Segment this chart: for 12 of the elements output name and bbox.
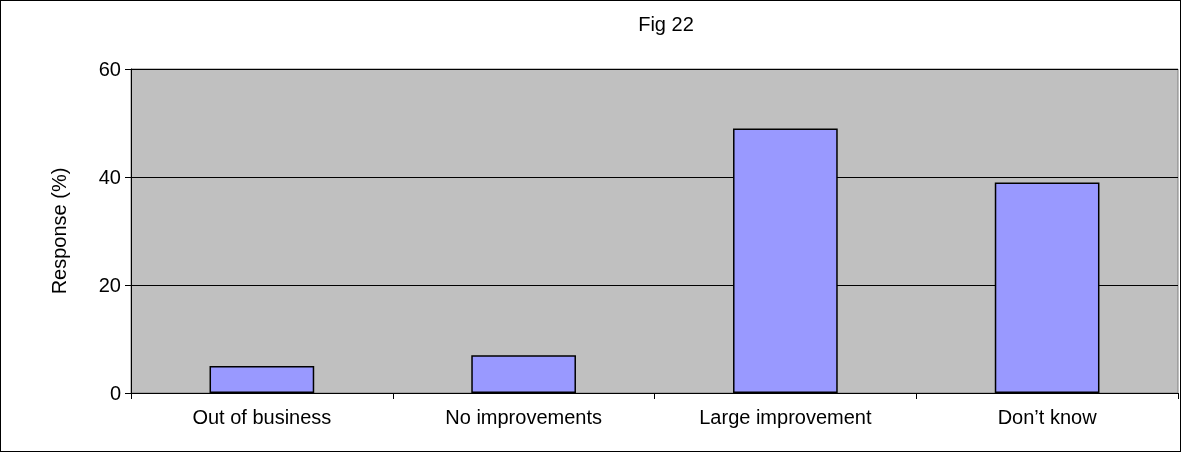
- x-tick-label: Large improvement: [699, 406, 872, 428]
- chart-title: Fig 22: [638, 13, 694, 35]
- y-axis-title: Response (%): [48, 167, 70, 295]
- x-tick-label: No improvements: [445, 406, 602, 428]
- bar: [209, 366, 315, 393]
- y-tick-label: 0: [109, 382, 121, 404]
- bar: [471, 355, 576, 393]
- x-tick-label: Out of business: [192, 406, 332, 428]
- y-tick-label: 20: [98, 274, 121, 296]
- y-tick-label: 40: [98, 166, 121, 188]
- y-tick-label: 60: [98, 58, 121, 80]
- x-tick-label: Don’t know: [997, 406, 1098, 428]
